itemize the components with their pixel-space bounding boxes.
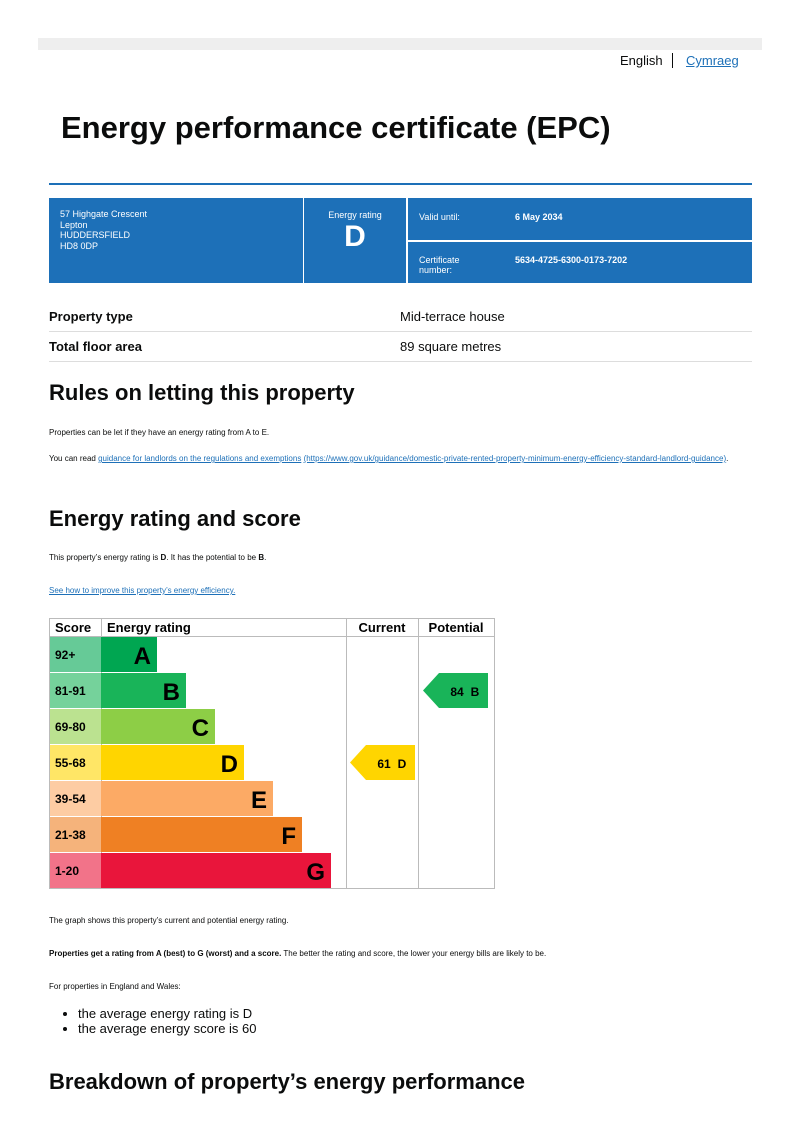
band-bar xyxy=(101,709,215,744)
current-score: 61 xyxy=(377,757,391,771)
rules-read: You can read guidance for landlords on t… xyxy=(49,453,739,464)
potential-arrow xyxy=(423,673,488,708)
lang-english: English xyxy=(620,53,673,68)
cert-number: 5634-4725-6300-0173-7202 xyxy=(515,255,628,265)
current-arrow xyxy=(350,745,415,780)
address-line: HD8 0DP xyxy=(60,240,99,251)
property-value: 89 square metres xyxy=(400,339,502,354)
valid-label: Valid until: xyxy=(419,212,460,222)
valid-until: 6 May 2034 xyxy=(515,212,563,222)
improve-link[interactable]: See how to improve this property’s energ… xyxy=(49,586,236,595)
address-line: 57 Highgate Crescent xyxy=(60,209,148,219)
chart-frame xyxy=(49,618,495,889)
property-label: Total floor area xyxy=(49,339,142,354)
text-part: This property’s energy rating is xyxy=(49,553,161,562)
rating-box: Energy rating D xyxy=(304,198,406,283)
energy-text: This property’s energy rating is D. It h… xyxy=(49,553,266,562)
score-cell xyxy=(50,853,101,888)
text-part: B xyxy=(258,553,265,562)
score-cell xyxy=(50,745,101,780)
chart-header: Energy rating xyxy=(107,620,191,635)
band-letter: C xyxy=(192,715,209,742)
bold: Properties get a rating from A (best) to… xyxy=(49,949,282,958)
property-row: Total floor area 89 square metres xyxy=(49,331,752,362)
link[interactable]: guidance for landlords on the regulation… xyxy=(98,454,302,463)
band-bar xyxy=(101,817,302,852)
average-list: the average energy rating is Dthe averag… xyxy=(49,1006,257,1036)
band-score: 21-38 xyxy=(55,828,86,842)
score-cell xyxy=(50,637,101,672)
band-bar xyxy=(101,637,157,672)
score-cell xyxy=(50,817,101,852)
breakdown-heading: Breakdown of property’s energy performan… xyxy=(49,1069,525,1094)
title: Energy performance certificate (EPC) xyxy=(61,110,611,145)
address: 57 Highgate Crescent Lepton HUDDERSFIELD HD… xyxy=(49,198,303,251)
text: The better the rating and score, the low… xyxy=(281,949,547,958)
top-bar xyxy=(38,38,762,50)
epc-chart: Score Energy rating Current Potential 92+ A 81… xyxy=(49,618,495,889)
band-letter: G xyxy=(306,859,325,886)
band-score: 1-20 xyxy=(55,864,79,878)
rating-label: Energy rating xyxy=(328,210,382,220)
band-score: 92+ xyxy=(55,648,75,662)
potential-score: 84 xyxy=(450,685,464,699)
text: . xyxy=(726,454,729,463)
address-line: Lepton xyxy=(60,219,88,230)
potential-letter: B xyxy=(471,685,480,699)
chart-header: Current xyxy=(359,620,407,635)
property-value: Mid-terrace house xyxy=(400,309,505,324)
chart-header: Potential xyxy=(429,620,484,635)
band-letter: A xyxy=(134,643,151,670)
band-letter: E xyxy=(251,787,267,814)
list-item: the average energy score is 60 xyxy=(78,1021,257,1036)
valid-box: Valid until: 6 May 2034 xyxy=(408,198,752,240)
list-item: the average energy rating is D xyxy=(78,1006,257,1021)
band-bar xyxy=(101,673,186,708)
band-letter: F xyxy=(281,823,296,850)
rules-text: Properties can be let if they have an en… xyxy=(49,428,270,437)
graph-note: The graph shows this property’s current … xyxy=(49,916,289,925)
address-line: HUDDERSFIELD xyxy=(60,230,131,240)
band-score: 81-91 xyxy=(55,684,86,698)
score-cell xyxy=(50,673,101,708)
cert-label: Certificate number: xyxy=(419,255,460,275)
rating: D xyxy=(344,220,366,253)
band-score: 55-68 xyxy=(55,756,86,770)
band-score: 39-54 xyxy=(55,792,86,806)
band-bar xyxy=(101,781,273,816)
chart-header: Score xyxy=(55,620,91,635)
property-row: Property type Mid-terrace house xyxy=(49,301,752,332)
england-wales: For properties in England and Wales: xyxy=(49,982,181,991)
text-part: . It has the potential to be xyxy=(166,553,259,562)
text-part: D xyxy=(160,553,167,562)
url[interactable]: (https://www.gov.uk/guidance/domestic-pr… xyxy=(303,454,727,463)
cert-box: Certificate number: 5634-4725-6300-0173-… xyxy=(408,242,752,283)
band-bar xyxy=(101,853,331,888)
score-cell xyxy=(50,781,101,816)
rule xyxy=(49,183,752,185)
band-score: 69-80 xyxy=(55,720,86,734)
band-letter: D xyxy=(221,751,238,778)
text-part: . xyxy=(264,553,267,562)
band-bar xyxy=(101,745,244,780)
property-label: Property type xyxy=(49,309,133,324)
lang-welsh[interactable]: Cymraeg xyxy=(686,53,739,68)
score-cell xyxy=(50,709,101,744)
energy-heading: Energy rating and score xyxy=(49,506,301,531)
rating-note: Properties get a rating from A (best) to… xyxy=(49,949,546,958)
current-letter: D xyxy=(398,757,407,771)
rules-heading: Rules on letting this property xyxy=(49,380,355,405)
address-box: 57 Highgate Crescent Lepton HUDDERSFIELD HD… xyxy=(49,198,303,283)
band-letter: B xyxy=(163,679,180,706)
text: You can read xyxy=(49,454,99,463)
